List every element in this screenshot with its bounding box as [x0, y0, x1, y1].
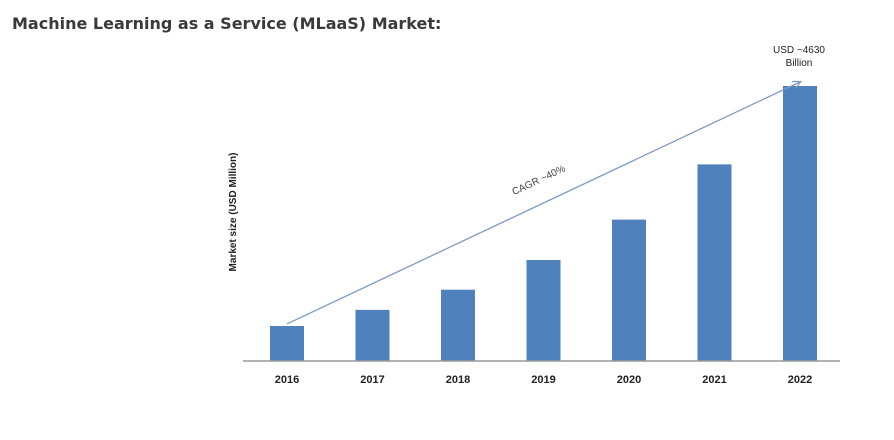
x-tick-label-2017: 2017: [360, 374, 384, 386]
last-value-label-line2: Billion: [786, 58, 813, 69]
x-tick-label-2022: 2022: [788, 374, 812, 386]
x-tick-label-2021: 2021: [702, 374, 726, 386]
x-tick-labels: 2016 2017 2018 2019 2020 2021 2022: [275, 374, 812, 386]
last-value-label-line1: USD ~4630: [773, 45, 825, 56]
cagr-trend-arrow: [286, 82, 800, 325]
page-title: Machine Learning as a Service (MLaaS) Ma…: [12, 14, 442, 33]
cagr-label: CAGR ~40%: [511, 163, 568, 198]
bar-2020: [612, 219, 646, 361]
bar-2022: [783, 86, 817, 361]
bar-2019: [526, 260, 561, 361]
bar-2017: [355, 309, 390, 361]
x-tick-label-2018: 2018: [446, 374, 470, 386]
bar-2016: [270, 326, 304, 361]
x-tick-label-2020: 2020: [617, 374, 641, 386]
bar-2018: [441, 289, 475, 361]
bars-group: [270, 86, 817, 361]
x-tick-label-2016: 2016: [275, 374, 299, 386]
bar-2021: [697, 164, 732, 361]
x-tick-label-2019: 2019: [531, 374, 555, 386]
y-axis-label: Market size (USD Million): [228, 153, 239, 272]
